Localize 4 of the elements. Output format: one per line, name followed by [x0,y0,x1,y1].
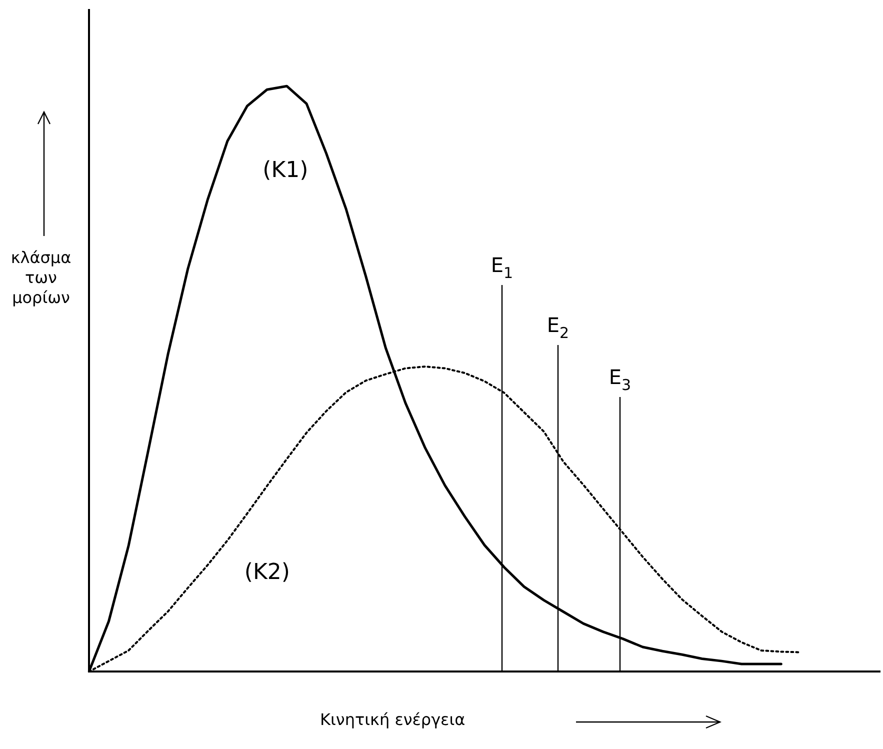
series-label: (K2) [244,560,290,586]
x-axis-title: Κινητική ενέργεια [320,710,466,729]
y-axis-title: κλάσμα των μορίων [10,248,72,308]
series-label: (K1) [262,158,308,183]
